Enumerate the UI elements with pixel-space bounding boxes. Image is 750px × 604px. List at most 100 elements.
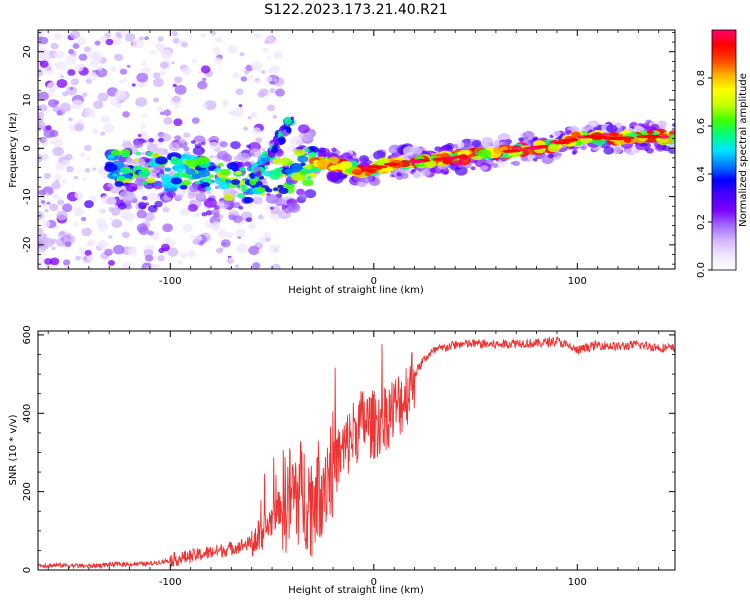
heatmap-blob — [273, 139, 280, 146]
heatmap-blob — [279, 157, 292, 165]
heatmap-blob — [154, 156, 168, 165]
heatmap-blob — [270, 65, 280, 74]
heatmap-blob — [429, 168, 436, 173]
heatmap-blob — [179, 184, 188, 190]
heatmap-blob — [269, 172, 281, 180]
heatmap-blob — [235, 88, 244, 96]
heatmap-blob — [297, 155, 309, 163]
spectrogram-xlabel: Height of straight line (km) — [288, 285, 424, 296]
heatmap-blob — [216, 150, 229, 160]
heatmap-blob — [135, 151, 141, 156]
heatmap-blob — [308, 151, 317, 158]
heatmap-blob — [197, 71, 202, 75]
heatmap-blob — [166, 190, 176, 198]
heatmap-blob — [96, 218, 107, 228]
heatmap-blob — [432, 157, 443, 161]
heatmap-blob — [261, 147, 266, 152]
heatmap-blob — [267, 104, 276, 112]
heatmap-blob — [52, 146, 64, 157]
heatmap-blob — [255, 80, 261, 85]
heatmap-blob — [92, 167, 97, 171]
heatmap-blob — [232, 72, 240, 79]
heatmap-blob — [512, 160, 520, 167]
heatmap-blob — [326, 170, 339, 181]
heatmap-blob — [60, 102, 72, 112]
heatmap-blob — [99, 208, 105, 213]
heatmap-blob — [204, 100, 217, 111]
heatmap-blob — [152, 72, 161, 79]
x-tick-label: -100 — [159, 276, 182, 287]
heatmap-blob — [249, 173, 256, 180]
heatmap-blob — [111, 219, 123, 229]
x-tick-label: 0 — [371, 276, 377, 287]
heatmap-blob — [84, 168, 91, 173]
heatmap-blob — [400, 172, 409, 179]
heatmap-blob — [144, 36, 149, 41]
heatmap-blob — [181, 41, 188, 48]
heatmap-blob — [373, 150, 386, 160]
heatmap-blob — [257, 187, 266, 193]
heatmap-blob — [246, 144, 251, 149]
heatmap-blob — [267, 55, 272, 60]
heatmap-blob — [453, 155, 471, 159]
heatmap-blob — [89, 59, 100, 68]
heatmap-blob — [258, 237, 267, 244]
heatmap-blob — [200, 65, 211, 74]
heatmap-blob — [147, 230, 154, 236]
heatmap-blob — [260, 70, 266, 74]
heatmap-blob — [158, 137, 164, 143]
heatmap-blob — [532, 157, 538, 162]
heatmap-blob — [55, 162, 65, 171]
heatmap-blob — [140, 81, 146, 86]
heatmap-blob — [68, 117, 73, 122]
heatmap-blob — [156, 106, 164, 112]
heatmap-blob — [285, 127, 292, 133]
heatmap-blob — [38, 142, 41, 147]
heatmap-blob — [170, 157, 182, 165]
heatmap-blob — [163, 117, 173, 125]
heatmap-blob — [172, 37, 180, 44]
heatmap-blob — [271, 263, 281, 269]
heatmap-blob — [93, 100, 104, 109]
heatmap-blob — [41, 220, 51, 228]
heatmap-blob — [327, 156, 340, 164]
heatmap-blob — [47, 90, 55, 96]
heatmap-blob — [290, 116, 295, 121]
heatmap-blob — [299, 169, 308, 176]
heatmap-blob — [192, 146, 205, 156]
heatmap-blob — [46, 201, 51, 205]
heatmap-blob — [118, 66, 123, 70]
heatmap-blob — [339, 160, 353, 169]
heatmap-blob — [260, 157, 267, 164]
heatmap-blob — [43, 128, 55, 139]
heatmap-blob — [390, 148, 397, 153]
heatmap-blob — [527, 136, 533, 141]
heatmap-blob — [57, 199, 65, 206]
heatmap-blob — [122, 262, 131, 269]
heatmap-blob — [228, 214, 237, 221]
heatmap-blob — [97, 65, 103, 71]
heatmap-blob — [49, 140, 55, 145]
heatmap-blob — [140, 61, 147, 66]
heatmap-blob — [265, 194, 279, 204]
colorbar-ticks: 0.0 0.2 0.4 0.6 0.8 — [696, 70, 712, 278]
heatmap-blob — [56, 210, 68, 221]
heatmap-blob — [183, 132, 191, 138]
heatmap-blob — [220, 168, 231, 176]
heatmap-blob — [198, 169, 211, 178]
heatmap-blob — [278, 187, 289, 195]
heatmap-blob — [138, 202, 147, 210]
heatmap-blob — [298, 193, 308, 200]
heatmap-blob — [44, 208, 49, 213]
heatmap-blob — [295, 152, 301, 156]
heatmap-blob — [81, 227, 92, 237]
heatmap-blob — [286, 181, 293, 185]
heatmap-blob — [241, 184, 247, 189]
heatmap-blob — [291, 163, 304, 171]
heatmap-blob — [239, 52, 245, 57]
heatmap-blob — [162, 206, 170, 213]
heatmap-blob — [253, 166, 260, 173]
snr-ylabel: SNR (10 * v/v) — [8, 414, 19, 485]
heatmap-blob — [183, 146, 190, 152]
